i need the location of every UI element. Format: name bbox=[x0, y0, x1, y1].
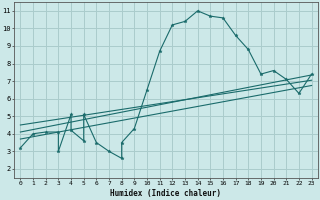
X-axis label: Humidex (Indice chaleur): Humidex (Indice chaleur) bbox=[110, 189, 221, 198]
